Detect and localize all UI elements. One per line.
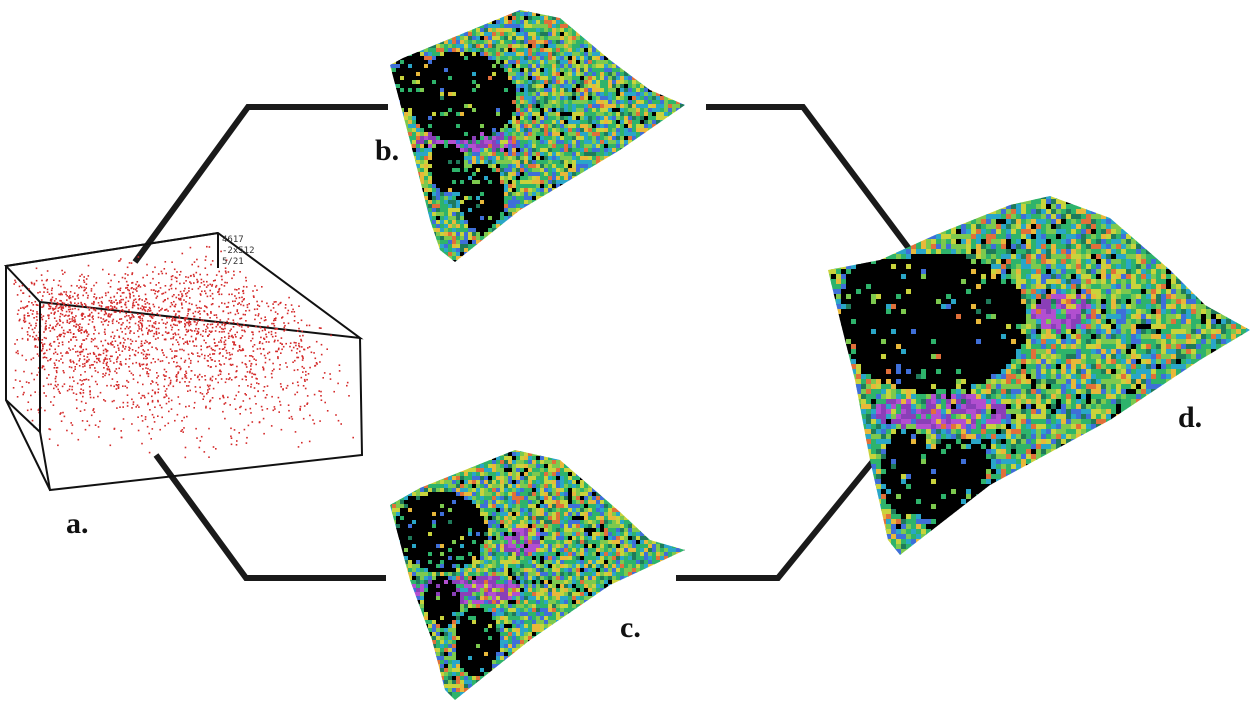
terrain-surface-b xyxy=(390,10,685,262)
box-tick-label-1: 4617 xyxy=(222,235,244,245)
panel-b-terrain xyxy=(390,10,685,262)
box-tick-label-2: -2x512 xyxy=(222,246,255,256)
panel-label-c: c. xyxy=(620,611,641,644)
connector-lines xyxy=(132,104,913,581)
connector-a-to-c xyxy=(153,453,386,581)
panel-label-d: d. xyxy=(1178,401,1202,434)
connector-a-to-b xyxy=(132,104,388,264)
panel-label-b: b. xyxy=(375,134,399,167)
panel-label-a: a. xyxy=(66,507,89,540)
terrain-surface-c xyxy=(390,450,685,700)
box-axis-ticks: 4617 -2x512 5/21 xyxy=(222,235,255,267)
terrain-surface-d xyxy=(828,196,1250,555)
panel-d-terrain xyxy=(828,196,1250,555)
connector-c-to-d xyxy=(676,453,881,581)
connector-b-to-d xyxy=(706,104,913,252)
point-cloud xyxy=(12,245,354,459)
bounding-box-front xyxy=(5,232,364,492)
panel-c-terrain xyxy=(390,450,685,700)
box-tick-label-3: 5/21 xyxy=(222,257,244,267)
panel-a-point-cloud: 4617 -2x512 5/21 xyxy=(3,231,364,492)
